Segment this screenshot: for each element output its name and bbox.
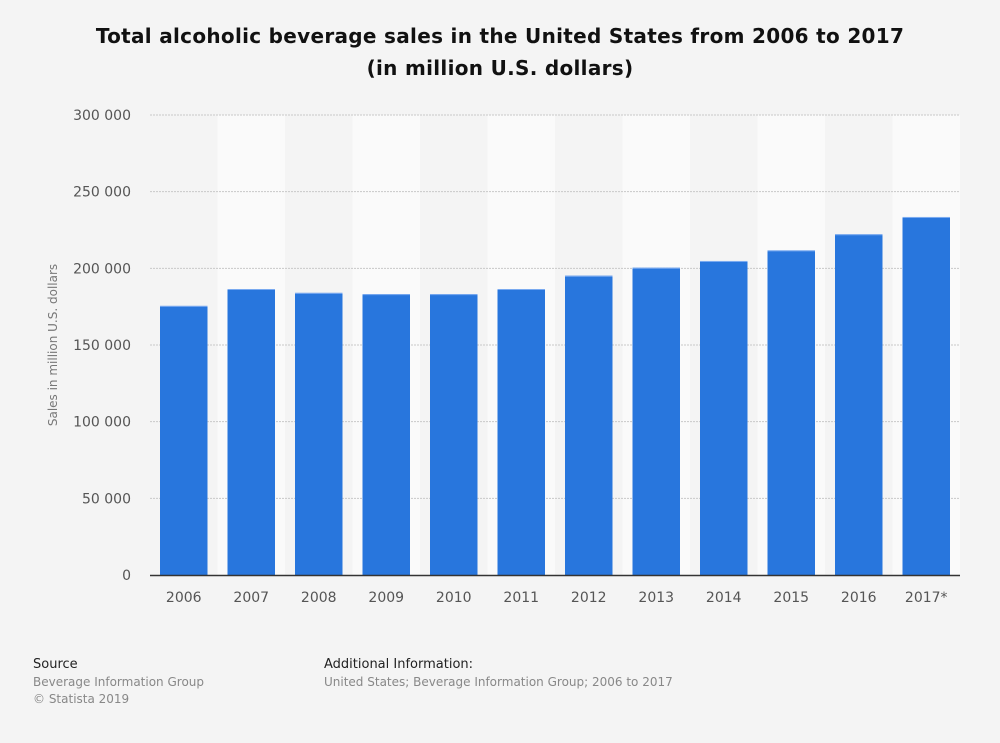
y-tick-label: 150 000 (73, 338, 131, 354)
x-tick-label: 2013 (638, 590, 674, 606)
additional-info-label: Additional Information: (324, 657, 474, 672)
x-tick-label: 2007 (233, 590, 269, 606)
bar-2016[interactable] (835, 234, 883, 575)
source-text[interactable]: Beverage Information Group (33, 675, 205, 689)
chart-title: Total alcoholic beverage sales in the Un… (0, 20, 1000, 84)
title-text: Total alcoholic beverage sales in the Un… (95, 24, 905, 48)
x-tick-label: 2012 (571, 590, 607, 606)
x-tick-label: 2009 (368, 590, 404, 606)
bar-2010[interactable] (430, 294, 478, 575)
y-axis-label: Sales in million U.S. dollars (46, 264, 60, 426)
x-tick-label: 2008 (301, 590, 337, 606)
bar-2009[interactable] (362, 294, 411, 575)
x-tick-label: 2006 (166, 590, 202, 606)
y-tick-label: 300 000 (73, 108, 131, 124)
x-tick-label: 2016 (841, 590, 877, 606)
bar-2011[interactable] (497, 289, 546, 575)
x-tick-label: 2010 (436, 590, 472, 606)
y-tick-label: 250 000 (73, 185, 131, 201)
x-tick-label: 2015 (773, 590, 809, 606)
x-tick-label: 2017* (905, 590, 948, 606)
bar-2007[interactable] (227, 289, 276, 575)
y-tick-label: 100 000 (73, 415, 131, 431)
bar-2015[interactable] (767, 250, 816, 576)
additional-info-text: United States; Beverage Information Grou… (324, 675, 673, 689)
y-tick-label: 200 000 (73, 261, 131, 277)
x-tick-label: 2014 (706, 590, 742, 606)
copyright: © Statista 2019 (33, 692, 130, 706)
bar-2014[interactable] (700, 260, 748, 575)
bar-chart: 2006 2007 2008 2009 2010 2011 2012 2013 2014 2015… (46, 108, 960, 606)
bar-2008[interactable] (295, 292, 343, 575)
subtitle-text: (in million U.S. dollars) (366, 56, 634, 80)
y-tick-label: 0 (122, 568, 131, 584)
bar-2013[interactable] (632, 267, 681, 575)
source-block: Source Beverage Information Group © Stat… (33, 657, 204, 708)
bar-2006[interactable] (160, 305, 208, 575)
additional-info-block: Additional Information: United States; B… (324, 657, 673, 691)
source-label: Source (33, 657, 78, 672)
bar-2012[interactable] (565, 275, 613, 575)
bar-2017*[interactable] (902, 216, 951, 575)
x-tick-label: 2011 (503, 590, 539, 606)
y-tick-label: 50 000 (82, 491, 131, 507)
